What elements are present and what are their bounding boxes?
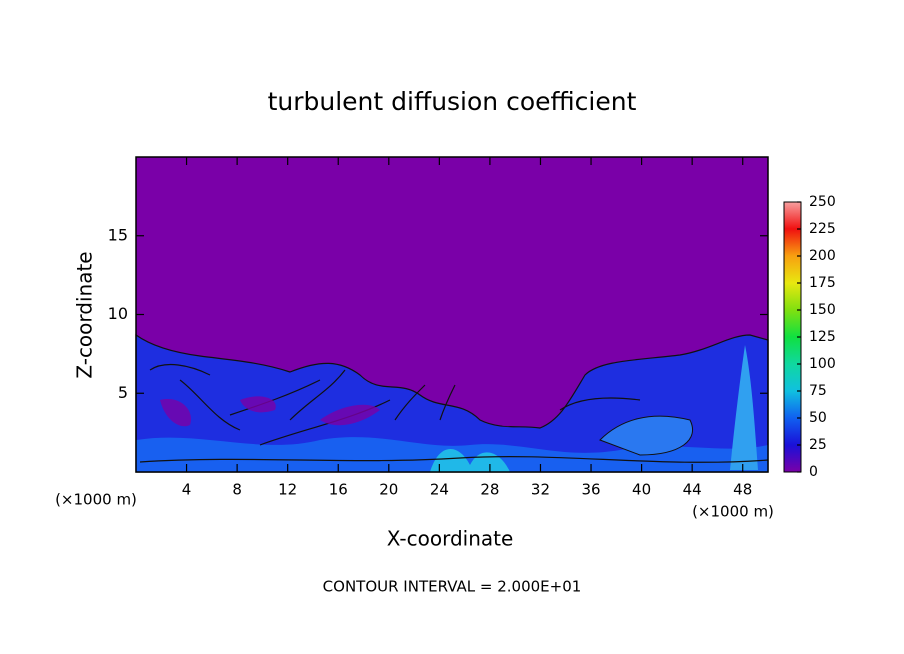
x-tick-label: 36 — [581, 481, 600, 499]
x-tick-label: 16 — [329, 481, 348, 499]
x-tick-label: 4 — [182, 481, 192, 499]
contour-line — [179, 379, 241, 431]
x-unit-label: (×1000 m) — [692, 503, 774, 521]
x-tick-label: 8 — [232, 481, 242, 499]
contour-line — [139, 456, 769, 463]
field-patch — [160, 399, 191, 427]
field-patch — [320, 404, 380, 426]
field — [135, 157, 769, 473]
x-tick-label: 48 — [733, 481, 752, 499]
colorbar-tick-label: 225 — [809, 221, 836, 237]
field-layer — [730, 345, 758, 470]
colorbar-tick-label: 200 — [809, 248, 836, 264]
colorbar-tick-label: 0 — [809, 464, 818, 480]
footnote: CONTOUR INTERVAL = 2.000E+01 — [323, 578, 582, 596]
colorbar-tick-label: 25 — [809, 437, 827, 453]
colorbar-tick-label: 75 — [809, 383, 827, 399]
colorbar-tick-label: 150 — [809, 302, 836, 318]
contour-line — [259, 399, 391, 446]
x-tick-label: 44 — [683, 481, 702, 499]
contour-line — [289, 369, 346, 421]
colorbar-tick-label: 100 — [809, 356, 836, 372]
field-patch — [240, 396, 276, 413]
x-tick-label: 12 — [278, 481, 297, 499]
contour-line — [559, 397, 641, 411]
chart-title: turbulent diffusion coefficient — [268, 87, 637, 116]
colorbar-tick-label: 50 — [809, 410, 827, 426]
x-tick-label: 24 — [430, 481, 449, 499]
x-tick-label: 28 — [480, 481, 499, 499]
x-tick-label: 40 — [632, 481, 651, 499]
y-tick-label: 5 — [118, 383, 128, 402]
colorbar-tick-label: 250 — [809, 194, 836, 210]
field-layer — [599, 415, 693, 456]
y-tick-label: 15 — [108, 225, 128, 244]
contour-line — [229, 379, 321, 416]
x-unit-label: (×1000 m) — [55, 491, 137, 509]
colorbar-tick-label: 175 — [809, 275, 836, 291]
contour-line — [394, 384, 426, 421]
field-patch — [480, 399, 516, 427]
contour-line — [149, 364, 211, 376]
y-tick-label: 10 — [108, 304, 128, 323]
x-axis-label: X-coordinate — [387, 527, 514, 551]
contour-line — [439, 384, 456, 421]
y-axis-label: Z-coordinate — [73, 251, 97, 378]
x-tick-label: 20 — [379, 481, 398, 499]
x-tick-label: 32 — [531, 481, 550, 499]
colorbar-tick-label: 125 — [809, 329, 836, 345]
